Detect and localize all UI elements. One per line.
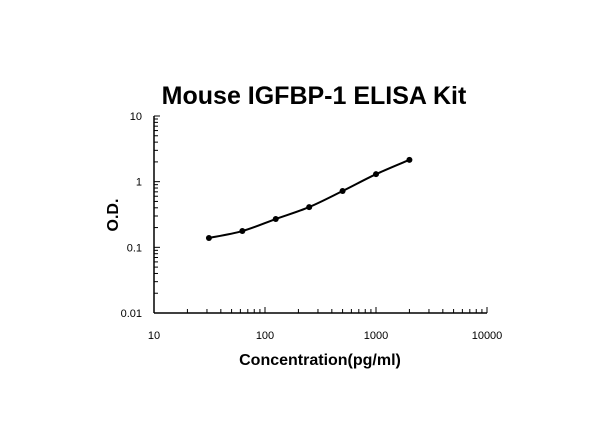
y-tick-label: 0.01: [121, 308, 142, 320]
data-point: [406, 156, 413, 163]
data-point: [339, 188, 346, 195]
y-tick-label: 1: [136, 177, 142, 189]
y-tick-label: 0.1: [127, 242, 142, 254]
y-axis: 0.01 0.1 1 10: [121, 111, 160, 320]
data-point: [272, 216, 279, 223]
plot-area: [205, 156, 413, 241]
x-tick-label: 10: [148, 330, 160, 342]
data-point: [205, 234, 212, 241]
data-point: [239, 228, 246, 235]
x-axis-title: Concentration(pg/ml): [239, 352, 401, 369]
x-tick-label: 1000: [364, 330, 388, 342]
standard-curve-line: [208, 158, 410, 239]
chart-title: Mouse IGFBP-1 ELISA Kit: [162, 82, 467, 110]
x-tick-label: 10000: [472, 330, 503, 342]
y-axis-title: O.D.: [105, 199, 122, 232]
data-point: [306, 204, 313, 211]
data-point: [373, 171, 379, 178]
x-tick-label: 100: [256, 330, 274, 342]
y-tick-label: 10: [130, 111, 142, 123]
x-axis: 10 100 1000 10000: [148, 307, 502, 342]
